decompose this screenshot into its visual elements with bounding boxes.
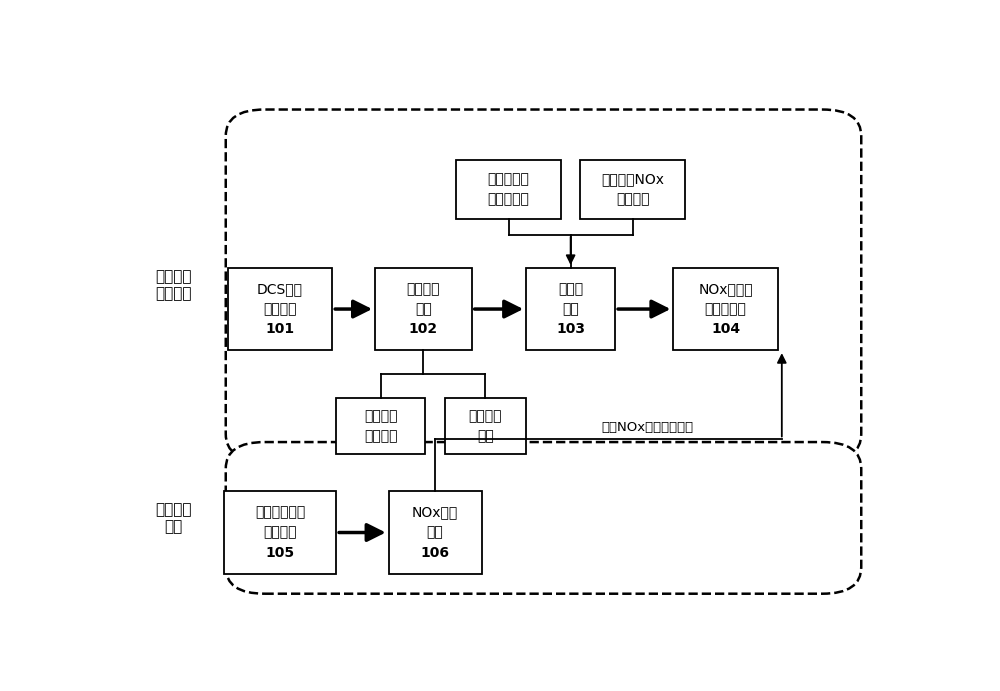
Text: 型建立单元: 型建立单元 [705,302,747,316]
Text: 106: 106 [420,546,450,560]
Text: 炉膛出口NOx: 炉膛出口NOx [601,172,664,187]
Text: 预测模型
建立部分: 预测模型 建立部分 [155,269,191,301]
Text: 数据库: 数据库 [558,282,583,296]
FancyBboxPatch shape [456,160,561,218]
Text: 炉膛实际工况: 炉膛实际工况 [255,505,305,520]
FancyBboxPatch shape [336,398,425,454]
Text: 单元: 单元 [427,526,443,540]
Text: 计算模拟: 计算模拟 [407,282,440,296]
FancyBboxPatch shape [526,268,615,350]
FancyBboxPatch shape [445,398,526,454]
Text: 实时预测
部分: 实时预测 部分 [155,502,191,534]
Text: 口参数数据: 口参数数据 [488,192,530,207]
Text: NOx预测: NOx预测 [412,505,458,520]
Text: 建立单元: 建立单元 [364,429,398,443]
FancyBboxPatch shape [228,268,332,350]
Text: NOx预测模: NOx预测模 [698,282,753,296]
Text: 数值计算: 数值计算 [469,409,502,423]
Text: 105: 105 [265,546,295,560]
FancyBboxPatch shape [388,491,482,574]
Text: DCS数据: DCS数据 [257,282,303,296]
FancyBboxPatch shape [673,268,778,350]
FancyBboxPatch shape [375,268,472,350]
Text: 101: 101 [265,322,295,337]
Text: 炉膛燃烧入: 炉膛燃烧入 [488,172,530,187]
FancyBboxPatch shape [580,160,685,218]
Text: 根据NOx预测模型预测: 根据NOx预测模型预测 [601,422,693,434]
FancyBboxPatch shape [224,491,336,574]
Text: 单元: 单元 [562,302,579,316]
Text: 103: 103 [556,322,585,337]
Text: 单元: 单元 [415,302,432,316]
Text: 单元: 单元 [477,429,494,443]
Text: 处理单元: 处理单元 [263,302,297,316]
Text: 102: 102 [409,322,438,337]
FancyBboxPatch shape [226,442,861,594]
Text: 浓度数据: 浓度数据 [616,192,649,207]
FancyBboxPatch shape [226,110,861,461]
Text: 104: 104 [711,322,740,337]
Text: 炉膛模型: 炉膛模型 [364,409,398,423]
Text: 获取单元: 获取单元 [263,526,297,540]
